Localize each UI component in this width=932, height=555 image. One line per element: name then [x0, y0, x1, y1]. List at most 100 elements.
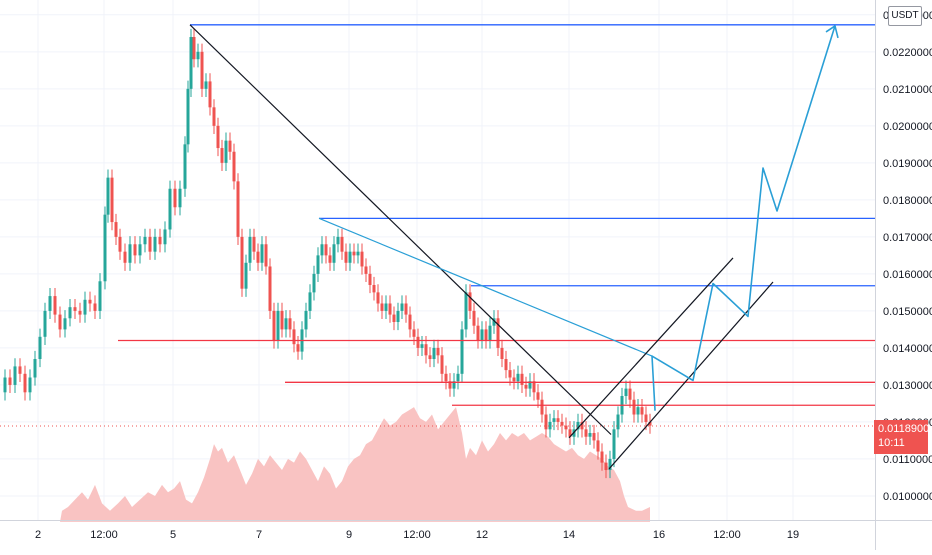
candle-body: [372, 284, 376, 293]
candle-body: [186, 88, 190, 145]
price-tick-label: 0.0110000: [883, 454, 932, 466]
candle-body: [632, 399, 636, 415]
time-tick-label: 2: [35, 529, 41, 541]
candle-body: [296, 344, 300, 352]
candle-body: [260, 244, 264, 263]
candle-body: [468, 292, 472, 311]
candle-body: [196, 51, 200, 60]
candle-body: [308, 292, 312, 311]
candle-body: [512, 377, 516, 382]
candle-body: [584, 429, 588, 437]
candle-body: [396, 310, 400, 322]
candle-body: [264, 244, 268, 267]
candle-body: [178, 188, 182, 208]
candle-body: [604, 462, 608, 471]
candle-body: [63, 318, 67, 330]
trend-line: [189, 24, 612, 435]
candle-body: [148, 236, 152, 252]
candle-body: [220, 148, 224, 163]
candle-body: [252, 236, 256, 252]
price-tick-label: 0.0200000: [883, 121, 932, 133]
candle-body: [344, 251, 348, 263]
candle-body: [23, 373, 27, 393]
candle-body: [404, 303, 408, 315]
candle-body: [13, 366, 17, 385]
price-tick-label: 0.0210000: [883, 84, 932, 96]
candle-body: [416, 336, 420, 348]
candle-body: [143, 236, 147, 245]
candle-body: [332, 244, 336, 263]
candle-body: [648, 421, 652, 426]
candle-body: [592, 433, 596, 441]
candle-body: [460, 329, 464, 374]
price-tick-label: 0.0180000: [883, 195, 932, 207]
candle-body: [348, 251, 352, 263]
candle-body: [38, 336, 42, 360]
candle-body: [183, 144, 187, 189]
candle-body: [376, 292, 380, 304]
time-tick-label: 16: [653, 529, 665, 541]
candle-body: [204, 81, 208, 89]
price-tick-label: 0.0140000: [883, 343, 932, 355]
currency-label[interactable]: USDT: [888, 6, 922, 26]
candle-body: [173, 188, 177, 208]
price-tick-label: 0.0150000: [883, 306, 932, 318]
candle-body: [544, 414, 548, 430]
candle-body: [168, 188, 172, 230]
candle-body: [616, 414, 620, 430]
candle-body: [388, 303, 392, 315]
projection-path: [651, 25, 836, 411]
candle-body: [568, 429, 572, 437]
candle-body: [588, 433, 592, 437]
candle-body: [552, 418, 556, 422]
candle-body: [280, 310, 284, 330]
candle-body: [316, 255, 320, 274]
candle-body: [208, 81, 212, 108]
candle-body: [452, 381, 456, 389]
candle-body: [556, 418, 560, 422]
candle-body: [504, 359, 508, 371]
time-tick-label: 12:00: [403, 529, 431, 541]
candle-body: [492, 318, 496, 326]
candle-body: [312, 273, 316, 293]
time-tick-label: 7: [256, 529, 262, 541]
candle-body: [244, 262, 248, 289]
candle-body: [18, 366, 22, 374]
candle-body: [520, 373, 524, 385]
candle-body: [340, 236, 344, 252]
candle-body: [420, 344, 424, 348]
candle-body: [356, 251, 360, 256]
volume-area: [60, 407, 650, 522]
candle-body: [412, 329, 416, 337]
candle-body: [78, 310, 82, 315]
candle-body: [276, 310, 280, 341]
candle-body: [444, 373, 448, 382]
candle-body: [68, 307, 72, 319]
candle-body: [560, 421, 564, 426]
candle-body: [360, 251, 364, 267]
countdown-timer: 10:11: [878, 437, 905, 449]
candle-body: [256, 251, 260, 263]
candle-body: [98, 281, 102, 311]
candle-body: [93, 303, 97, 311]
time-tick-label: 19: [787, 529, 799, 541]
projection-arrowhead: [825, 24, 839, 39]
candle-body: [380, 303, 384, 311]
candle-body: [138, 244, 142, 256]
candle-body: [192, 37, 196, 60]
candle-body: [628, 388, 632, 400]
candle-body: [580, 421, 584, 430]
time-tick-label: 12: [476, 529, 488, 541]
candle-body: [288, 318, 292, 330]
candle-body: [516, 373, 520, 382]
candle-body: [53, 296, 57, 315]
candle-body: [408, 314, 412, 330]
candle-body: [33, 359, 37, 378]
candle-body: [524, 384, 528, 389]
candle-body: [368, 273, 372, 285]
candle-body: [508, 370, 512, 378]
candle-body: [564, 425, 568, 430]
candle-body: [480, 329, 484, 341]
